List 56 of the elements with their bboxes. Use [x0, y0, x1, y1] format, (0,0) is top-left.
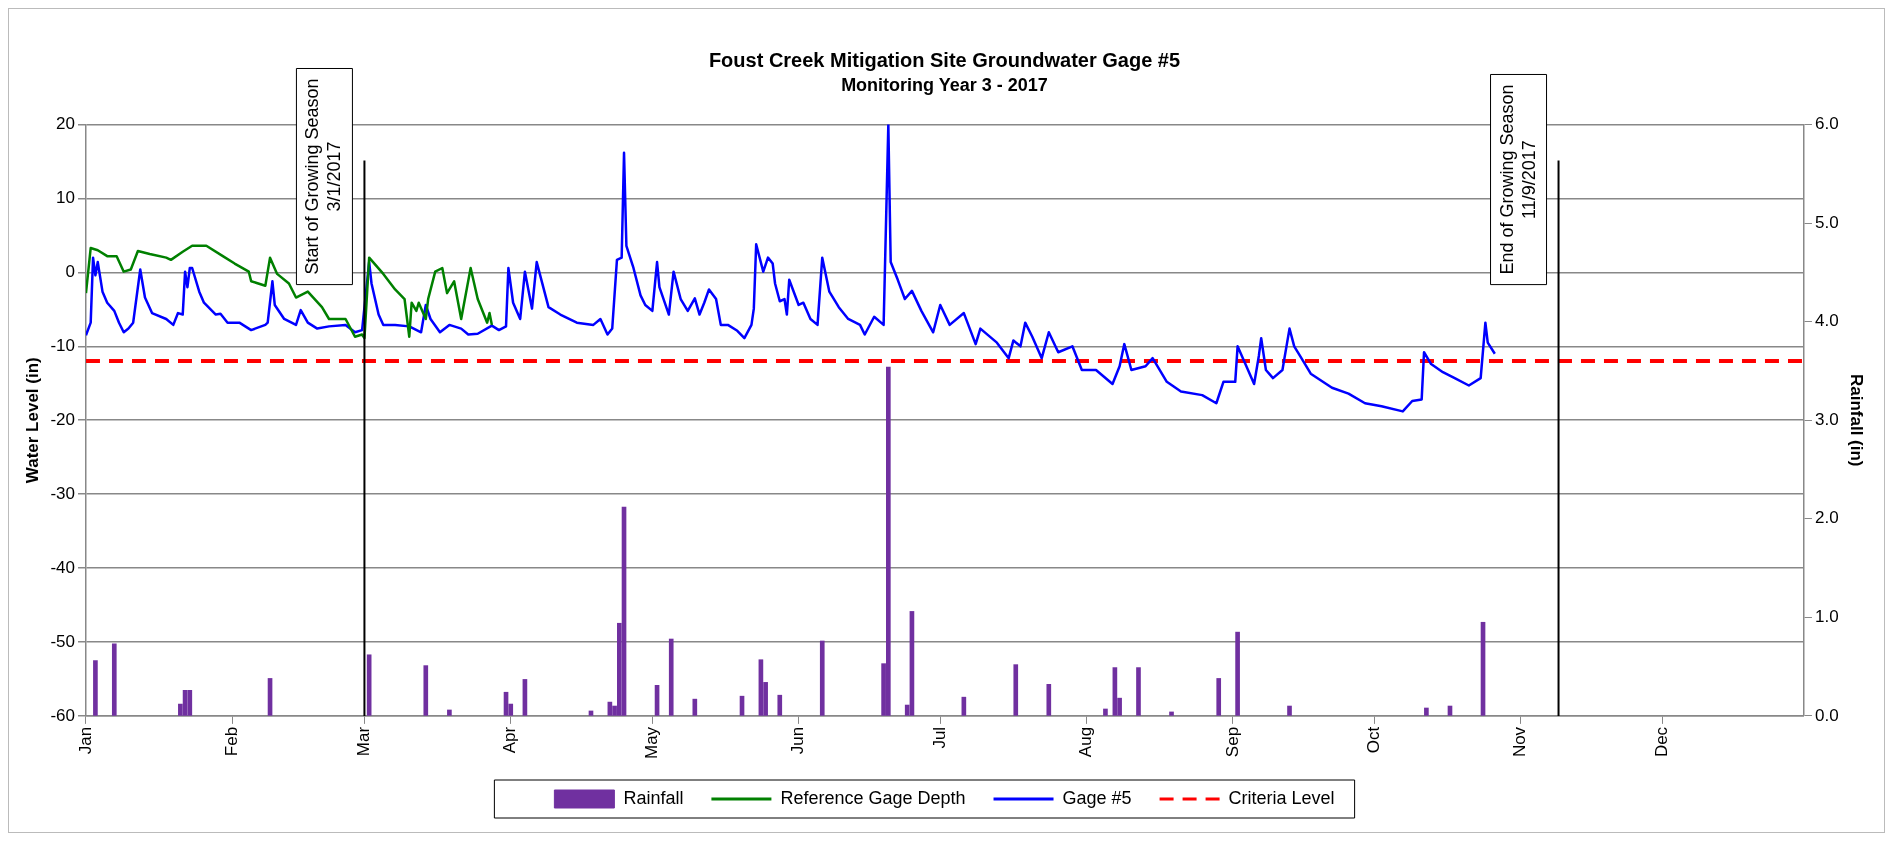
x-tick-label: Dec — [1652, 726, 1672, 758]
bar — [1103, 708, 1108, 716]
legend-label: Gage #5 — [1062, 787, 1132, 808]
y-tick-label: -50 — [50, 631, 75, 651]
bar — [423, 665, 429, 716]
y2-tick-label: 6.0 — [1814, 114, 1839, 134]
y-tick-label: -10 — [50, 336, 75, 356]
legend-label: Rainfall — [623, 787, 684, 808]
bar — [93, 660, 98, 716]
y-tick-label: -20 — [50, 409, 75, 429]
x-tick-label: Jun — [788, 726, 808, 755]
bar — [1424, 707, 1429, 716]
legend-label: Reference Gage Depth — [780, 787, 966, 808]
y-tick-label: 0 — [65, 262, 75, 282]
y2-tick-label: 2.0 — [1814, 508, 1839, 528]
y-tick-label: -30 — [50, 483, 75, 503]
bar — [187, 689, 193, 716]
x-tick-label: Sep — [1222, 726, 1242, 758]
y2-axis-title: Rainfall (in) — [1847, 373, 1867, 467]
legend-label: Criteria Level — [1228, 787, 1335, 808]
x-tick-label: May — [642, 726, 662, 760]
bar — [1287, 705, 1292, 716]
bar — [1169, 711, 1174, 716]
y2-tick-label: 5.0 — [1814, 212, 1839, 232]
bar — [111, 643, 117, 716]
ref-line-label: End of Growing Season 11/9/2017 — [1496, 84, 1539, 275]
y-tick-label: 20 — [56, 114, 75, 134]
x-tick-label: Jul — [929, 726, 949, 749]
chart-subtitle: Monitoring Year 3 - 2017 — [841, 74, 1048, 95]
x-tick-label: Feb — [221, 726, 241, 757]
bar — [668, 638, 674, 716]
bar — [447, 709, 452, 716]
x-tick-label: Nov — [1510, 726, 1530, 758]
x-tick-label: Mar — [354, 726, 374, 757]
bar — [777, 694, 783, 716]
y-tick-label: -40 — [50, 557, 75, 577]
bar — [1136, 667, 1141, 716]
bar — [1216, 678, 1222, 716]
x-tick-label: Oct — [1364, 726, 1384, 754]
y-tick-label: -60 — [50, 705, 75, 725]
bar — [1235, 631, 1240, 716]
y-axis-title: Water Level (in) — [22, 357, 42, 484]
chart-title: Foust Creek Mitigation Site Groundwater Gage #5 — [708, 48, 1181, 71]
y2-tick-label: 3.0 — [1814, 409, 1839, 429]
bar — [692, 698, 698, 716]
x-tick-label: Jan — [75, 726, 95, 755]
bar — [819, 640, 825, 716]
x-tick-label: Aug — [1076, 726, 1096, 758]
y2-tick-label: 4.0 — [1814, 311, 1839, 331]
ref-line-label: Start of Growing Season 3/1/2017 — [302, 78, 345, 275]
bar — [1013, 664, 1019, 716]
bar — [1046, 684, 1052, 716]
y-tick-label: 10 — [56, 188, 75, 208]
x-tick-label: Apr — [500, 726, 520, 754]
y2-tick-label: 0.0 — [1814, 705, 1839, 725]
y2-tick-label: 1.0 — [1814, 607, 1839, 627]
